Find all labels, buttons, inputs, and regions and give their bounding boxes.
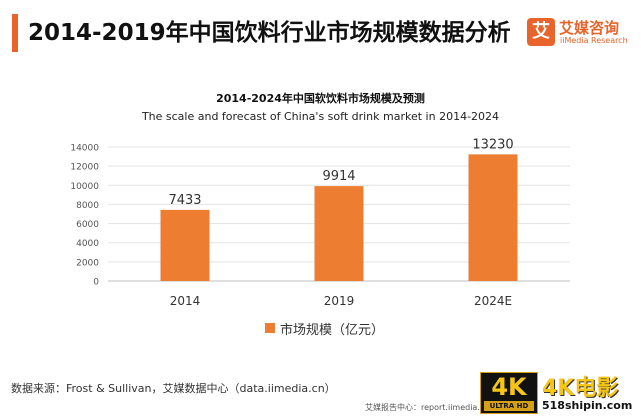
chart-subtitle: The scale and forecast of China's soft d… <box>141 110 500 123</box>
chart-title: 2014-2024年中国软饮料市场规模及预测 <box>216 92 425 105</box>
watermark-text-cn: 4K电影 <box>542 376 619 401</box>
footer-report-center: 艾媒报告中心：report.iimedia.cn <box>365 403 485 412</box>
legend-swatch <box>265 323 275 333</box>
chart-legend: 市场规模（亿元） <box>265 320 385 338</box>
y-tick-label: 12000 <box>70 163 99 173</box>
legend-label: 市场规模（亿元） <box>280 322 385 338</box>
x-tick-label: 2019 <box>324 294 355 308</box>
data-label: 7433 <box>168 193 201 208</box>
x-tick-label: 2024E <box>474 294 512 308</box>
bar <box>160 209 210 281</box>
logo-name-en: iiMedia Research <box>560 36 628 45</box>
y-tick-label: 2000 <box>76 258 99 268</box>
watermark-4k-badge: 4K ULTRA HD <box>480 372 538 414</box>
watermark-4k-text: 4K <box>491 373 527 401</box>
data-label: 9914 <box>322 169 355 184</box>
bar <box>468 154 518 281</box>
watermark-ultra-hd: ULTRA HD <box>484 401 534 411</box>
y-tick-label: 14000 <box>70 144 99 154</box>
y-tick-label: 8000 <box>76 201 99 211</box>
bar-chart: 0 2000 4000 6000 8000 10000 12000 14000 7433 2014… <box>70 137 570 308</box>
title-accent-bar <box>12 14 18 52</box>
y-tick-label: 10000 <box>70 182 99 192</box>
data-source: 数据来源：Frost & Sullivan，艾媒数据中心（data.iimedi… <box>11 382 336 395</box>
page-title: 2014-2019年中国饮料行业市场规模数据分析 <box>28 20 511 46</box>
watermark-url: 518shipin.com <box>542 399 633 412</box>
y-tick-label: 4000 <box>76 239 99 249</box>
data-label: 13230 <box>472 137 513 152</box>
iimedia-logo: 艾 艾媒咨询 iiMedia Research <box>527 18 635 48</box>
bar <box>314 186 364 281</box>
y-tick-label: 0 <box>93 278 99 288</box>
y-tick-label: 6000 <box>76 220 99 230</box>
logo-name-cn: 艾媒咨询 <box>559 19 620 37</box>
logo-mark: 艾 <box>527 18 555 46</box>
x-tick-label: 2014 <box>170 294 201 308</box>
